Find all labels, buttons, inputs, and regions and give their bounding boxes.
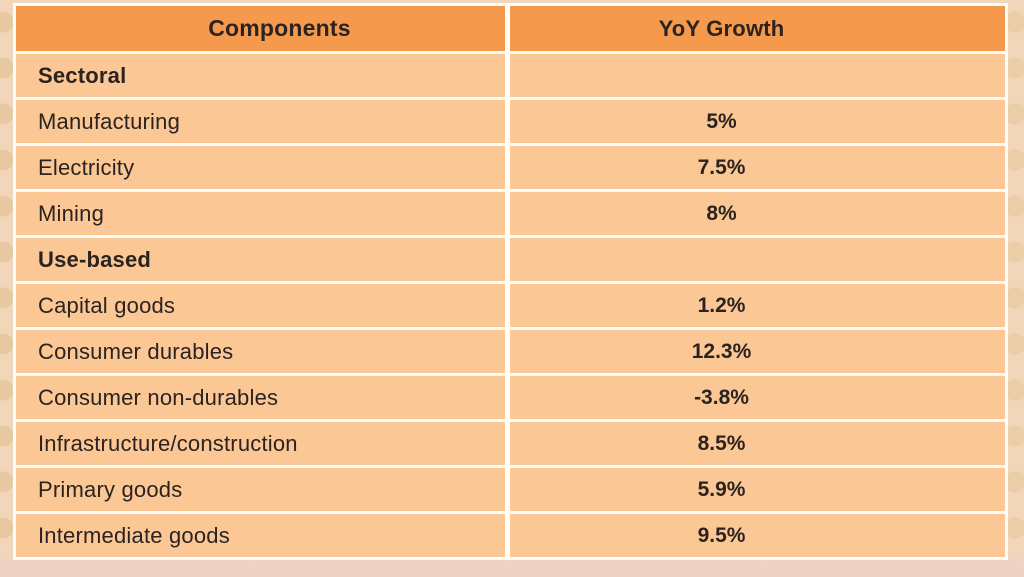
table-row: Manufacturing 5% — [16, 100, 1005, 143]
component-label: Intermediate goods — [16, 514, 505, 557]
table-section-row: Sectoral — [16, 54, 1005, 97]
component-label: Sectoral — [16, 54, 505, 97]
growth-value — [510, 54, 1005, 97]
table-row: Primary goods 5.9% — [16, 468, 1005, 511]
table-row: Infrastructure/construction 8.5% — [16, 422, 1005, 465]
growth-value — [510, 238, 1005, 281]
table-row: Capital goods 1.2% — [16, 284, 1005, 327]
table-row: Mining 8% — [16, 192, 1005, 235]
growth-value: 8% — [510, 192, 1005, 235]
growth-value: 5% — [510, 100, 1005, 143]
component-label: Infrastructure/construction — [16, 422, 505, 465]
component-label: Manufacturing — [16, 100, 505, 143]
table-row: Consumer durables 12.3% — [16, 330, 1005, 373]
component-label: Use-based — [16, 238, 505, 281]
growth-value: 1.2% — [510, 284, 1005, 327]
growth-value: 9.5% — [510, 514, 1005, 557]
column-header-yoy-growth: YoY Growth — [510, 6, 1005, 51]
component-label: Primary goods — [16, 468, 505, 511]
yoy-growth-table: Components YoY Growth Sectoral Manufactur… — [13, 3, 1008, 560]
growth-value: 5.9% — [510, 468, 1005, 511]
component-label: Electricity — [16, 146, 505, 189]
growth-value: 12.3% — [510, 330, 1005, 373]
table-row: Consumer non-durables -3.8% — [16, 376, 1005, 419]
component-label: Capital goods — [16, 284, 505, 327]
component-label: Consumer non-durables — [16, 376, 505, 419]
table-row: Intermediate goods 9.5% — [16, 514, 1005, 557]
column-header-components: Components — [16, 6, 505, 51]
component-label: Consumer durables — [16, 330, 505, 373]
table-header-row: Components YoY Growth — [16, 6, 1005, 51]
table-section-row: Use-based — [16, 238, 1005, 281]
table-row: Electricity 7.5% — [16, 146, 1005, 189]
growth-value: -3.8% — [510, 376, 1005, 419]
growth-value: 7.5% — [510, 146, 1005, 189]
component-label: Mining — [16, 192, 505, 235]
growth-value: 8.5% — [510, 422, 1005, 465]
